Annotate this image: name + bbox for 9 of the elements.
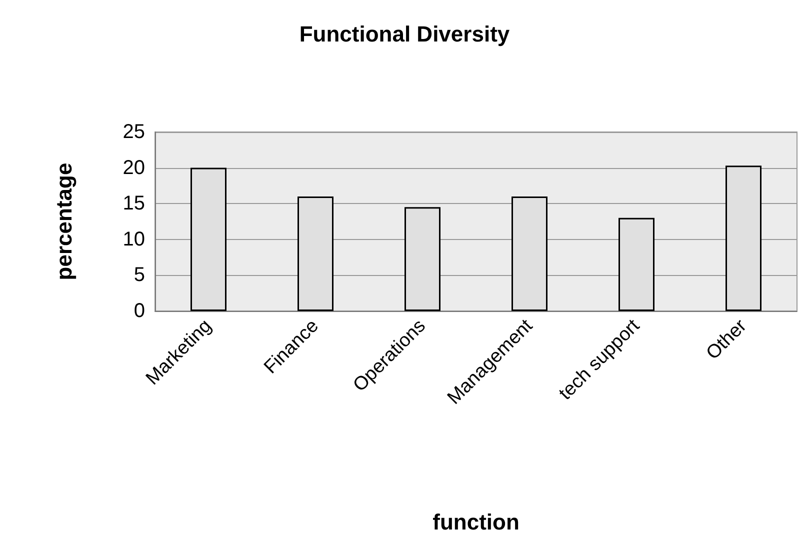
y-axis-title: percentage bbox=[52, 162, 76, 280]
chart-title: Functional Diversity bbox=[299, 22, 510, 46]
y-tick-label: 15 bbox=[122, 192, 145, 215]
y-tick-label: 20 bbox=[122, 156, 145, 179]
y-tick-label: 5 bbox=[134, 264, 145, 286]
y-tick-label: 0 bbox=[134, 300, 145, 322]
y-tick-label: 25 bbox=[122, 121, 145, 143]
x-axis-title: function bbox=[432, 510, 520, 534]
y-tick-label: 10 bbox=[122, 228, 145, 250]
